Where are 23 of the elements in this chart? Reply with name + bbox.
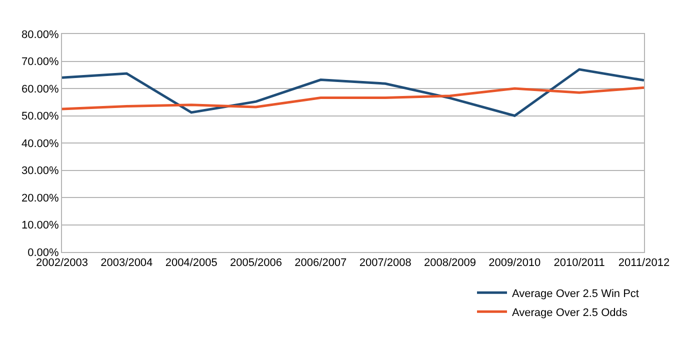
y-tick-label: 60.00%	[21, 83, 60, 96]
x-tick-label: 2009/2010	[488, 257, 541, 270]
y-tick-label: 70.00%	[21, 56, 60, 68]
line-series	[62, 68, 644, 117]
y-tick-label: 20.00%	[21, 192, 60, 204]
line-series	[62, 86, 644, 110]
y-tick-label: 0.00%	[28, 246, 60, 259]
x-tick-label: 2006/2007	[294, 257, 347, 270]
y-tick-label: 30.00%	[21, 165, 60, 178]
x-tick-label: 2005/2006	[230, 257, 282, 270]
x-tick-label: 2010/2011	[554, 257, 605, 270]
legend-label: Average Over 2.5 Odds	[512, 306, 628, 319]
y-tick-label: 40.00%	[21, 138, 60, 150]
y-tick-label: 80.00%	[21, 28, 60, 41]
x-tick-label: 2011/2012	[618, 257, 670, 270]
x-tick-label: 2003/2004	[100, 257, 153, 270]
legend-label: Average Over 2.5 Win Pct	[512, 288, 639, 300]
x-tick-label: 2008/2009	[424, 257, 476, 270]
x-tick-label: 2002/2003	[36, 257, 88, 270]
y-tick-label: 10.00%	[21, 220, 60, 232]
y-tick-label: 50.00%	[21, 110, 60, 123]
x-tick-label: 2007/2008	[359, 257, 412, 270]
x-tick-label: 2004/2005	[165, 257, 218, 270]
